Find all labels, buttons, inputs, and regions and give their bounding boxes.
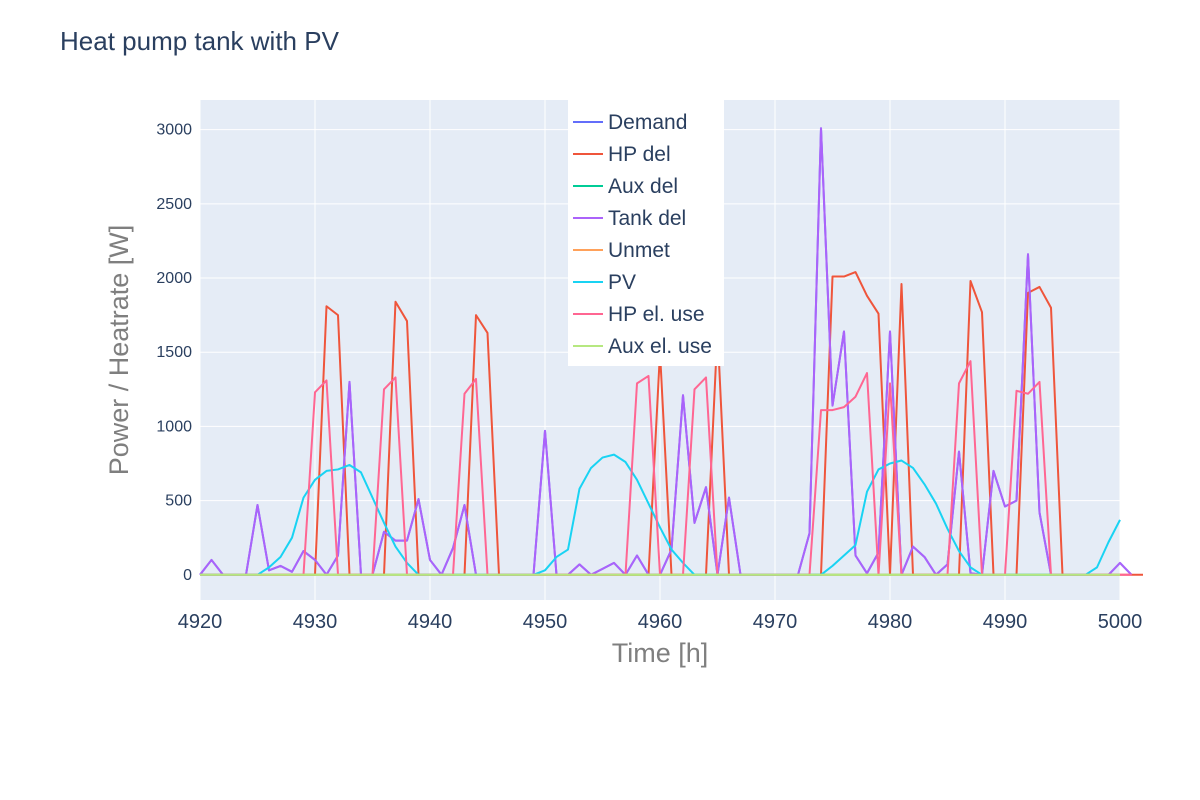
legend-label: HP el. use (608, 303, 705, 326)
y-tick-label: 1500 (156, 344, 192, 361)
gridlines (199, 100, 1121, 600)
legend-label: Aux del (608, 175, 678, 198)
x-tick-label: 5000 (1098, 611, 1143, 633)
x-tick-label: 4980 (868, 611, 913, 633)
legend-label: Unmet (608, 239, 670, 262)
y-tick-label: 0 (183, 567, 192, 584)
x-tick-label: 4920 (178, 611, 223, 633)
x-tick-label: 4990 (983, 611, 1028, 633)
y-axis-label: Power / Heatrate [W] (104, 225, 134, 476)
x-axis-label: Time [h] (612, 638, 709, 668)
legend-label: Demand (608, 111, 687, 134)
legend-label: HP del (608, 143, 671, 166)
y-tick-label: 1000 (156, 418, 192, 435)
legend-item-aux-del[interactable]: Aux del (573, 175, 678, 198)
x-tick-label: 4960 (638, 611, 683, 633)
x-tick-label: 4930 (293, 611, 338, 633)
legend-item-demand[interactable]: Demand (573, 111, 687, 134)
y-tick-label: 2500 (156, 196, 192, 213)
legend-label: Tank del (608, 207, 686, 230)
series-lines (199, 127, 1143, 576)
x-tick-label: 4940 (408, 611, 453, 633)
y-tick-label: 3000 (156, 122, 192, 139)
legend-item-aux-el-use[interactable]: Aux el. use (573, 335, 712, 358)
chart-title: Heat pump tank with PV (60, 26, 340, 56)
series-line-pv (200, 453, 1121, 576)
legend-label: Aux el. use (608, 335, 712, 358)
y-tick-label: 2000 (156, 270, 192, 287)
x-tick-label: 4970 (753, 611, 798, 633)
legend-box (568, 100, 724, 366)
legend[interactable]: Demand HP del Aux del Tank del Unmet PV HP el.… (568, 100, 724, 366)
legend-item-hp-del[interactable]: HP del (573, 143, 671, 166)
y-tick-label: 500 (165, 493, 192, 510)
x-tick-label: 4950 (523, 611, 568, 633)
legend-item-unmet[interactable]: Unmet (573, 239, 670, 262)
legend-item-pv[interactable]: PV (573, 271, 636, 294)
y-axis-ticks: 0 500 1000 1500 2000 2500 3000 (156, 122, 192, 584)
x-axis-ticks: 4920 4930 4940 4950 4960 4970 4980 4990 5000 (178, 611, 1143, 633)
legend-label: PV (608, 271, 636, 294)
legend-item-hp-el-use[interactable]: HP el. use (573, 303, 705, 326)
legend-item-tank-del[interactable]: Tank del (573, 207, 686, 230)
